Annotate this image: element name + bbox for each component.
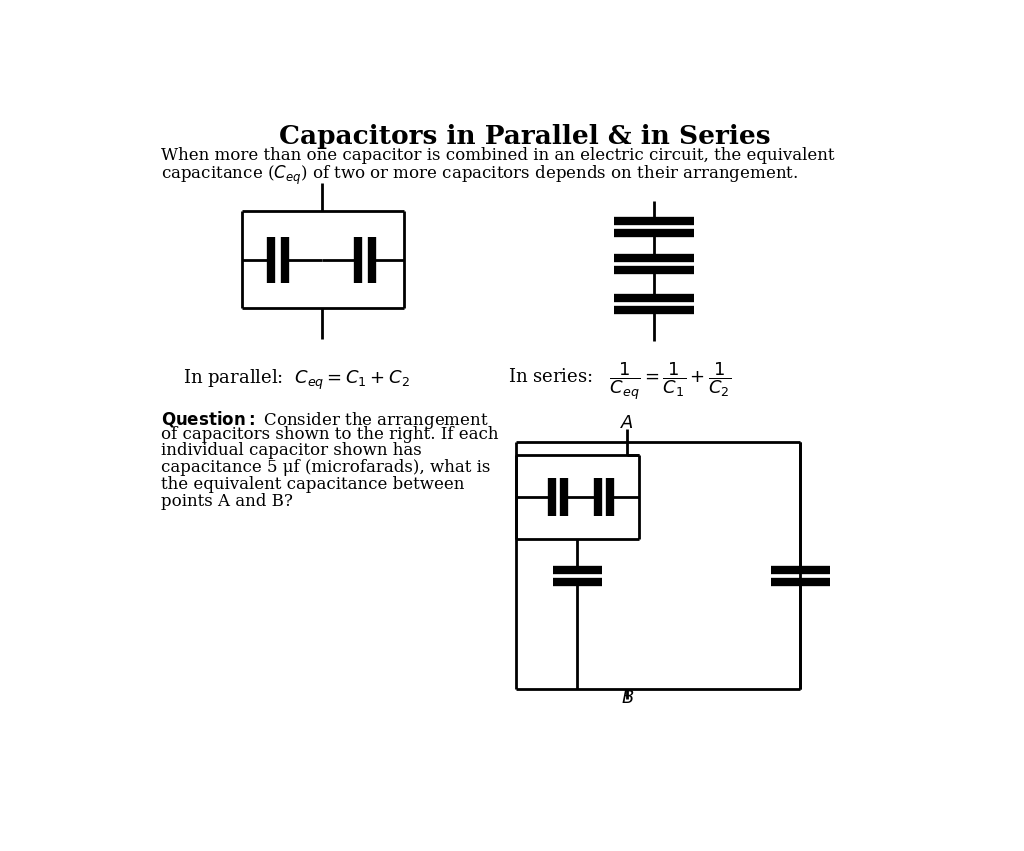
Text: individual capacitor shown has: individual capacitor shown has	[162, 443, 422, 460]
Text: capacitance ($C_{eq}$) of two or more capacitors depends on their arrangement.: capacitance ($C_{eq}$) of two or more ca…	[162, 163, 799, 187]
Text: $B$: $B$	[621, 688, 634, 706]
Text: In series:   $\dfrac{1}{C_{eq}} = \dfrac{1}{C_1} + \dfrac{1}{C_2}$: In series: $\dfrac{1}{C_{eq}} = \dfrac{1…	[508, 360, 731, 402]
Text: $A$: $A$	[621, 414, 634, 432]
Text: Capacitors in Parallel & in Series: Capacitors in Parallel & in Series	[279, 123, 771, 149]
Text: the equivalent capacitance between: the equivalent capacitance between	[162, 477, 465, 494]
Text: of capacitors shown to the right. If each: of capacitors shown to the right. If eac…	[162, 426, 499, 443]
Text: $\bf{Question:}$ Consider the arrangement: $\bf{Question:}$ Consider the arrangemen…	[162, 408, 489, 431]
Text: In parallel:  $C_{eq} = C_1 + C_2$: In parallel: $C_{eq} = C_1 + C_2$	[183, 368, 410, 392]
Text: points A and B?: points A and B?	[162, 494, 293, 511]
Text: capacitance 5 μf (microfarads), what is: capacitance 5 μf (microfarads), what is	[162, 460, 490, 477]
Text: When more than one capacitor is combined in an electric circuit, the equivalent: When more than one capacitor is combined…	[162, 146, 835, 163]
